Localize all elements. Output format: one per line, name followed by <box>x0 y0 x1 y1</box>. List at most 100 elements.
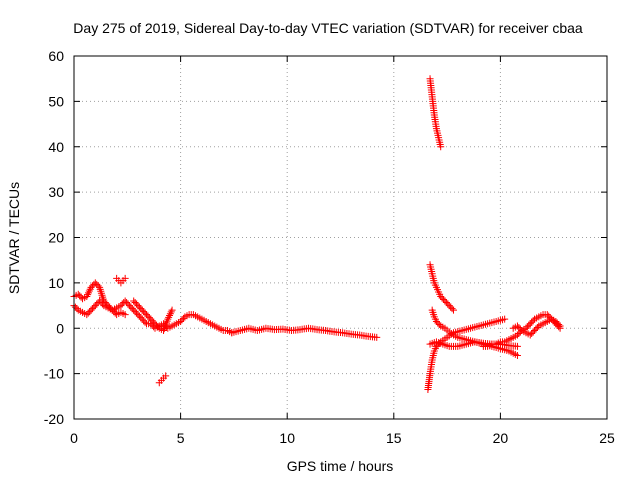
data-point <box>513 331 521 339</box>
data-point <box>533 323 541 331</box>
data-point <box>168 306 176 314</box>
x-tick-label: 15 <box>386 430 402 446</box>
y-tick-label: 0 <box>56 320 64 336</box>
data-point <box>86 308 94 316</box>
data-point <box>552 317 560 325</box>
data-point <box>140 317 148 325</box>
data-point <box>440 296 448 304</box>
x-tick-label: 20 <box>493 430 509 446</box>
data-point <box>84 309 92 317</box>
data-point <box>553 319 561 327</box>
data-point <box>135 303 143 311</box>
data-point <box>91 279 99 287</box>
data-point <box>516 325 524 333</box>
data-point <box>165 313 173 321</box>
data-point <box>90 303 98 311</box>
data-point <box>135 312 143 320</box>
x-tick-label: 0 <box>70 430 78 446</box>
data-point <box>128 305 136 313</box>
data-point <box>437 143 445 151</box>
data-point <box>434 319 442 327</box>
data-point <box>137 305 145 313</box>
data-point <box>532 325 540 333</box>
data-point <box>123 299 131 307</box>
data-point <box>144 312 152 320</box>
data-point <box>529 328 537 336</box>
data-point <box>96 297 104 305</box>
data-point <box>142 311 150 319</box>
data-point <box>87 306 95 314</box>
data-point <box>166 310 174 318</box>
data-point <box>88 305 96 313</box>
data-point <box>373 333 381 341</box>
data-point <box>151 320 159 328</box>
data-point <box>444 300 452 308</box>
data-point <box>526 320 534 328</box>
data-point <box>140 308 148 316</box>
data-point <box>97 299 105 307</box>
data-point <box>179 314 187 322</box>
data-point <box>121 311 129 319</box>
data-point <box>556 322 564 330</box>
data-point <box>110 308 118 316</box>
data-point <box>441 297 449 305</box>
data-point <box>138 306 146 314</box>
data-point <box>97 289 105 297</box>
x-tick-label: 5 <box>177 430 185 446</box>
data-point <box>83 311 91 319</box>
y-axis-label: SDTVAR / TECUs <box>6 182 22 294</box>
data-point <box>447 303 455 311</box>
data-point <box>98 300 106 308</box>
y-tick-label: 20 <box>48 230 64 246</box>
data-point <box>437 292 445 300</box>
data-point <box>531 327 539 335</box>
y-tick-label: 60 <box>48 48 64 64</box>
data-point <box>526 331 534 339</box>
y-tick-label: 50 <box>48 93 64 109</box>
data-point <box>167 308 175 316</box>
data-point <box>74 290 82 298</box>
data-point <box>137 314 145 322</box>
data-point <box>438 294 446 302</box>
data-point <box>177 317 185 325</box>
data-point <box>152 321 160 329</box>
data-points <box>70 75 564 394</box>
data-point <box>178 316 186 324</box>
data-point <box>525 321 533 329</box>
y-tick-label: -20 <box>44 411 64 427</box>
data-point <box>162 372 170 380</box>
data-point <box>529 317 537 325</box>
data-point <box>130 297 138 305</box>
data-point <box>432 317 440 325</box>
data-point <box>133 300 141 308</box>
grid <box>74 56 607 419</box>
data-point <box>121 274 129 282</box>
data-point <box>131 299 139 307</box>
data-point <box>134 311 142 319</box>
data-point <box>125 302 133 310</box>
data-point <box>513 342 521 350</box>
data-point <box>141 309 149 317</box>
data-point <box>145 314 153 322</box>
data-point <box>154 323 162 331</box>
data-point <box>133 309 141 317</box>
data-point <box>71 303 79 311</box>
data-point <box>87 283 95 291</box>
x-tick-label: 25 <box>599 430 615 446</box>
data-point <box>124 300 132 308</box>
data-point <box>515 323 523 331</box>
data-point <box>121 297 129 305</box>
data-point <box>523 323 531 331</box>
y-tick-label: -10 <box>44 366 64 382</box>
data-point <box>449 306 457 314</box>
data-point <box>91 302 99 310</box>
y-tick-label: 30 <box>48 184 64 200</box>
data-point <box>134 302 142 310</box>
data-point <box>138 315 146 323</box>
chart-title: Day 275 of 2019, Sidereal Day-to-day VTE… <box>73 20 583 36</box>
data-point <box>83 292 91 300</box>
x-tick-label: 10 <box>279 430 295 446</box>
data-point <box>127 303 135 311</box>
x-axis-label: GPS time / hours <box>287 458 394 474</box>
data-point <box>448 305 456 313</box>
